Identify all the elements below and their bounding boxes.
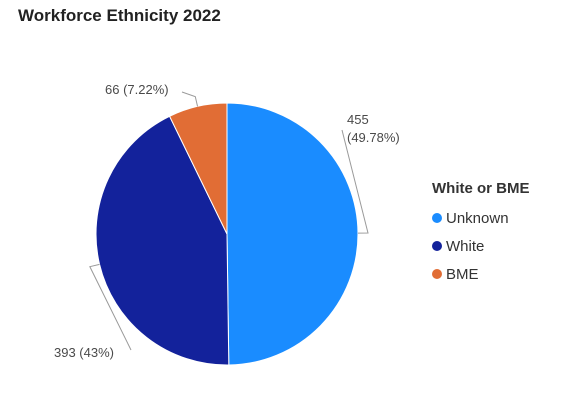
leader-line-white [89, 263, 132, 351]
slice-label-white: 393 (43%) [54, 345, 114, 360]
legend-label-unknown: Unknown [446, 209, 509, 227]
legend-item-bme[interactable]: BME [432, 260, 530, 288]
slice-label-bme: 66 (7.22%) [105, 82, 169, 97]
legend-swatch-white [432, 241, 442, 251]
pie-slice-bme[interactable] [168, 102, 228, 235]
chart-title: Workforce Ethnicity 2022 [18, 6, 221, 25]
legend-label-bme: BME [446, 265, 479, 283]
slice-label-unknown-percent: (49.78%) [347, 130, 400, 145]
slice-label-unknown: 455 [347, 112, 369, 127]
legend-swatch-unknown [432, 213, 442, 223]
legend-title: White or BME [432, 180, 530, 197]
leader-line-unknown [341, 129, 369, 234]
legend: White or BME Unknown White BME [432, 180, 530, 288]
pie-slice-unknown[interactable] [226, 102, 359, 366]
legend-item-unknown[interactable]: Unknown [432, 204, 530, 232]
legend-swatch-bme [432, 269, 442, 279]
legend-label-white: White [446, 237, 485, 255]
leader-line-bme [181, 91, 199, 107]
legend-item-white[interactable]: White [432, 232, 530, 260]
